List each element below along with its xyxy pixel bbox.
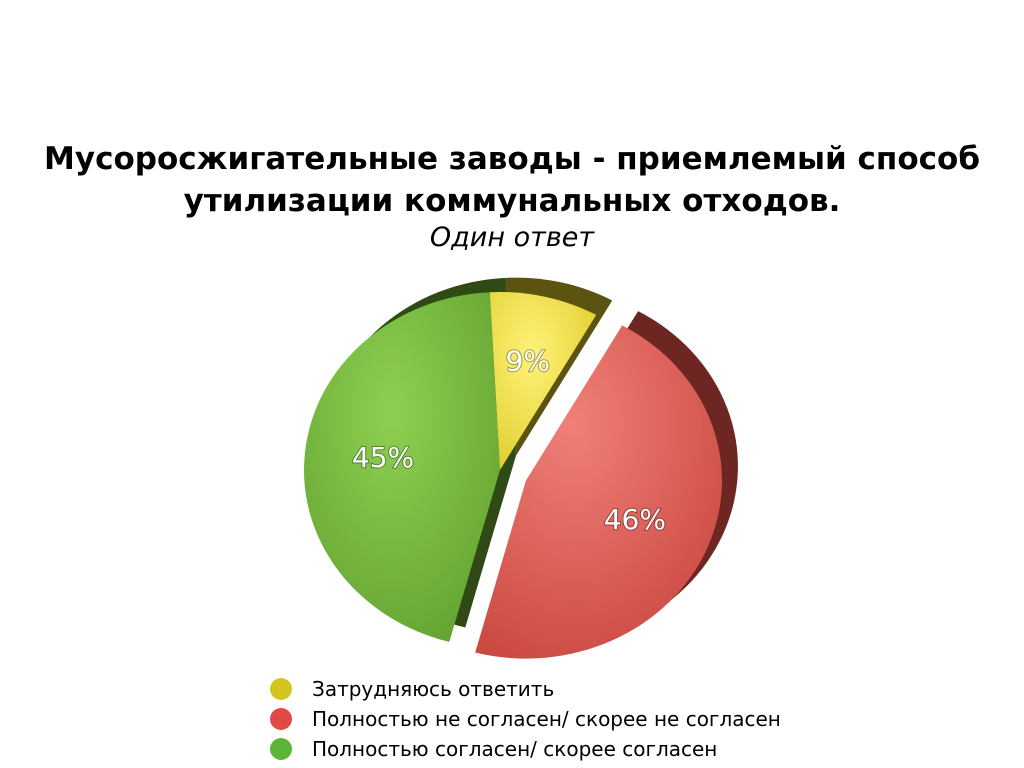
legend-label: Полностью не согласен/ скорее не согласе… — [312, 707, 781, 731]
pie-slice-label: 46% — [604, 503, 666, 536]
pie-slice — [475, 325, 722, 659]
chart-title-line-1: Мусоросжигательные заводы - приемлемый с… — [44, 141, 980, 177]
legend-swatch-red — [270, 708, 292, 730]
legend-swatch-yellow — [270, 678, 292, 700]
legend-label: Полностью согласен/ скорее согласен — [312, 737, 718, 761]
legend-label: Затрудняюсь ответить — [312, 677, 555, 701]
chart-title: Мусоросжигательные заводы - приемлемый с… — [0, 138, 1024, 222]
legend-swatch-green — [270, 738, 292, 760]
pie-slice — [489, 292, 597, 470]
legend-item: Затрудняюсь ответить — [270, 674, 781, 704]
chart-legend: Затрудняюсь ответить Полностью не соглас… — [270, 674, 781, 764]
chart-title-line-2: утилизации коммунальных отходов. — [183, 183, 841, 219]
pie-slice-label: 9% — [506, 345, 550, 378]
chart-subtitle: Один ответ — [429, 222, 595, 253]
legend-item: Полностью не согласен/ скорее не согласе… — [270, 704, 781, 734]
legend-item: Полностью согласен/ скорее согласен — [270, 734, 781, 764]
pie-slice-label: 45% — [352, 441, 414, 474]
pie-slice — [304, 292, 500, 642]
